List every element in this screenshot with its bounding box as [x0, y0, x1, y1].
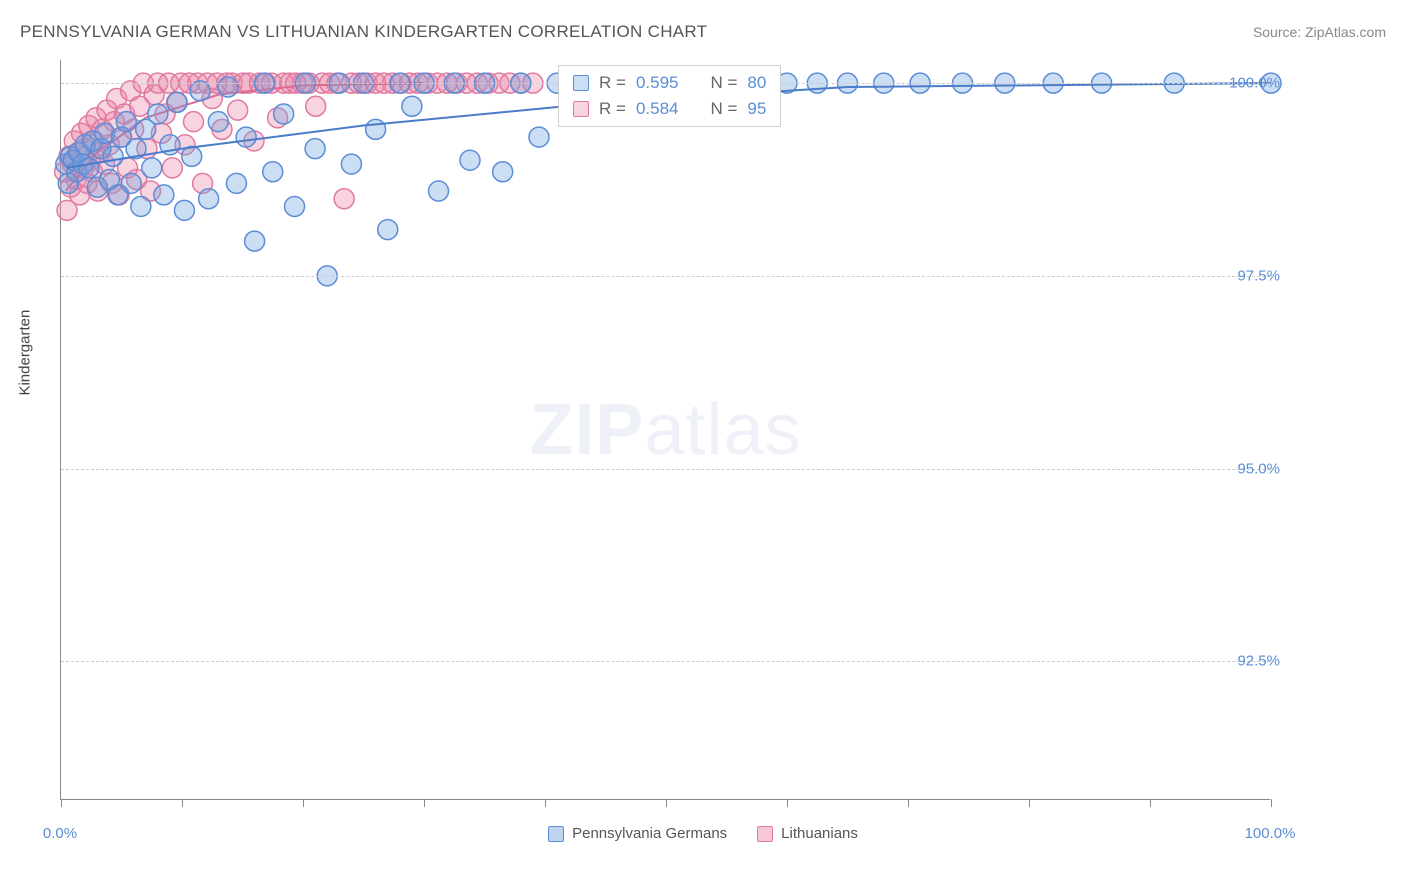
- data-point: [228, 100, 248, 120]
- legend-item: Lithuanians: [757, 825, 858, 842]
- r-value: 0.584: [636, 99, 679, 119]
- x-tick: [182, 799, 183, 807]
- data-point: [366, 119, 386, 139]
- chart-title: PENNSYLVANIA GERMAN VS LITHUANIAN KINDER…: [20, 22, 707, 42]
- source-link[interactable]: ZipAtlas.com: [1305, 24, 1386, 40]
- r-value: 0.595: [636, 73, 679, 93]
- data-point: [460, 150, 480, 170]
- y-tick-label: 97.5%: [1237, 267, 1280, 284]
- data-point: [285, 196, 305, 216]
- data-point: [148, 104, 168, 124]
- x-tick: [424, 799, 425, 807]
- x-tick: [787, 799, 788, 807]
- data-point: [79, 158, 99, 178]
- data-point: [218, 77, 238, 97]
- stats-row: R = 0.584 N = 95: [559, 96, 780, 122]
- series-swatch-icon: [573, 75, 589, 91]
- data-point: [167, 92, 187, 112]
- data-point: [306, 96, 326, 116]
- y-axis-title: Kindergarten: [17, 310, 34, 396]
- correlation-stats-box: R = 0.595 N = 80 R = 0.584 N = 95: [558, 65, 781, 127]
- data-point: [174, 200, 194, 220]
- data-point: [103, 146, 123, 166]
- data-point: [402, 96, 422, 116]
- data-point: [226, 173, 246, 193]
- data-point: [142, 158, 162, 178]
- data-point: [116, 112, 136, 132]
- n-value: 80: [747, 73, 766, 93]
- gridline: [61, 276, 1270, 277]
- data-point: [182, 146, 202, 166]
- legend: Pennsylvania Germans Lithuanians: [0, 825, 1406, 842]
- y-tick-label: 100.0%: [1229, 75, 1280, 92]
- data-point: [162, 158, 182, 178]
- data-point: [245, 231, 265, 251]
- data-point: [334, 189, 354, 209]
- data-point: [529, 127, 549, 147]
- x-tick: [1029, 799, 1030, 807]
- source-attribution: Source: ZipAtlas.com: [1253, 24, 1386, 40]
- data-point: [121, 173, 141, 193]
- data-point: [183, 112, 203, 132]
- x-tick: [303, 799, 304, 807]
- n-label: N =: [710, 73, 737, 93]
- data-point: [154, 185, 174, 205]
- x-tick: [545, 799, 546, 807]
- series-swatch-icon: [573, 101, 589, 117]
- n-label: N =: [710, 99, 737, 119]
- x-tick: [1150, 799, 1151, 807]
- data-point: [493, 162, 513, 182]
- x-tick: [908, 799, 909, 807]
- legend-label: Pennsylvania Germans: [572, 825, 727, 842]
- data-point: [429, 181, 449, 201]
- r-label: R =: [599, 73, 626, 93]
- legend-label: Lithuanians: [781, 825, 858, 842]
- plot-area: ZIPatlas: [60, 60, 1270, 800]
- x-tick: [666, 799, 667, 807]
- y-tick-label: 95.0%: [1237, 460, 1280, 477]
- data-point: [378, 220, 398, 240]
- data-point: [131, 196, 151, 216]
- data-point: [263, 162, 283, 182]
- source-label: Source:: [1253, 24, 1305, 40]
- x-tick: [61, 799, 62, 807]
- data-point: [199, 189, 219, 209]
- x-tick: [1271, 799, 1272, 807]
- data-point: [208, 112, 228, 132]
- legend-item: Pennsylvania Germans: [548, 825, 727, 842]
- gridline: [61, 661, 1270, 662]
- data-point: [236, 127, 256, 147]
- n-value: 95: [747, 99, 766, 119]
- data-point: [274, 104, 294, 124]
- legend-swatch-icon: [548, 826, 564, 842]
- stats-row: R = 0.595 N = 80: [559, 70, 780, 96]
- scatter-plot-svg: [61, 60, 1270, 799]
- y-tick-label: 92.5%: [1237, 653, 1280, 670]
- data-point: [341, 154, 361, 174]
- data-point: [305, 139, 325, 159]
- gridline: [61, 469, 1270, 470]
- title-bar: PENNSYLVANIA GERMAN VS LITHUANIAN KINDER…: [20, 22, 1386, 42]
- legend-swatch-icon: [757, 826, 773, 842]
- r-label: R =: [599, 99, 626, 119]
